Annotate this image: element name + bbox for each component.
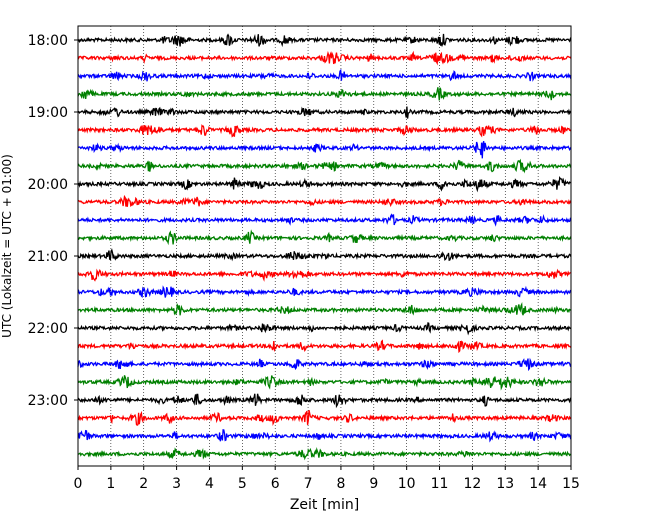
trace-2045 — [77, 229, 572, 246]
x-tick-label: 6 — [271, 476, 280, 492]
y-axis-label: UTC (Lokalzeit = UTC + 01:00) — [0, 154, 14, 338]
trace-1815 — [77, 50, 572, 66]
x-tick-label: 9 — [369, 476, 378, 492]
y-tick-label: 20:00 — [28, 177, 68, 193]
trace-2100 — [77, 248, 572, 262]
trace-1800 — [77, 33, 572, 48]
trace-2315 — [77, 410, 572, 427]
y-tick-label: 23:00 — [28, 393, 68, 409]
trace-2300 — [77, 393, 572, 409]
trace-1930 — [77, 141, 572, 159]
x-tick-label: 0 — [74, 476, 83, 492]
trace-2130 — [77, 285, 572, 299]
trace-2215 — [77, 339, 572, 354]
x-tick-label: 7 — [304, 476, 313, 492]
x-tick-label: 14 — [529, 476, 547, 492]
x-axis-ticks: 0 1 2 3 4 5 6 7 8 9 10 11 12 13 14 15 — [74, 466, 580, 492]
x-tick-label: 13 — [496, 476, 514, 492]
x-tick-label: 4 — [205, 476, 214, 492]
trace-1830 — [77, 68, 572, 82]
grid-lines — [110, 26, 539, 466]
trace-2200 — [77, 322, 572, 336]
y-tick-label: 21:00 — [28, 249, 68, 265]
x-tick-label: 8 — [336, 476, 345, 492]
y-tick-label: 19:00 — [28, 105, 68, 121]
x-tick-label: 15 — [562, 476, 580, 492]
trace-2245 — [77, 375, 572, 391]
plot-frame — [77, 25, 572, 467]
trace-2015 — [77, 194, 572, 208]
trace-2145 — [77, 302, 572, 316]
trace-2230 — [77, 357, 572, 372]
y-tick-label: 18:00 — [28, 33, 68, 49]
trace-2345 — [77, 447, 572, 461]
x-tick-label: 10 — [398, 476, 416, 492]
x-tick-label: 5 — [238, 476, 247, 492]
trace-1900 — [77, 106, 572, 119]
trace-2115 — [77, 268, 572, 282]
y-tick-label: 22:00 — [28, 321, 68, 337]
x-tick-label: 2 — [139, 476, 148, 492]
traces — [77, 33, 572, 461]
y-axis-ticks: 18:00 19:00 20:00 21:00 22:00 23:00 — [28, 33, 78, 409]
trace-2330 — [77, 429, 572, 443]
trace-2030 — [77, 213, 572, 227]
trace-1915 — [77, 124, 572, 138]
x-axis-label: Zeit [min] — [290, 497, 359, 513]
trace-1845 — [77, 87, 572, 101]
trace-1945 — [77, 158, 572, 174]
x-tick-label: 11 — [431, 476, 449, 492]
x-tick-label: 12 — [463, 476, 481, 492]
x-tick-label: 1 — [106, 476, 115, 492]
x-tick-label: 3 — [172, 476, 181, 492]
trace-2000 — [78, 175, 572, 193]
